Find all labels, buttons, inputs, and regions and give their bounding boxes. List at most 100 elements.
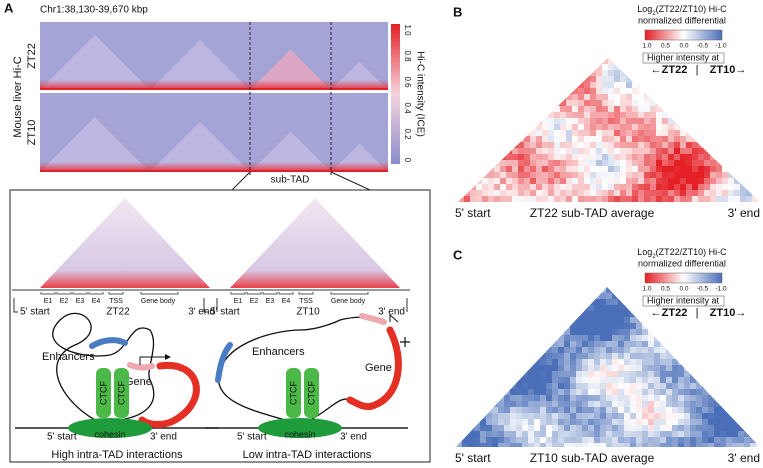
- cell: [540, 419, 547, 426]
- cell: [512, 184, 519, 191]
- cell: [656, 178, 663, 185]
- cell: [746, 154, 753, 161]
- cell: [596, 118, 603, 125]
- cell: [548, 106, 555, 113]
- cell: [564, 329, 571, 336]
- cell: [612, 413, 619, 420]
- cell: [506, 154, 513, 161]
- cell: [620, 64, 627, 71]
- cell: [734, 166, 741, 173]
- cell: [560, 196, 567, 202]
- cell: [732, 389, 739, 396]
- cell: [522, 443, 529, 447]
- cell: [518, 196, 525, 202]
- cell: [636, 437, 643, 444]
- cell: [498, 317, 505, 324]
- cell: [738, 389, 745, 396]
- cell: [618, 293, 625, 300]
- cell: [564, 353, 571, 360]
- cell: [560, 142, 567, 149]
- cell: [630, 329, 637, 336]
- legend-box: [642, 52, 725, 64]
- cell: [720, 443, 727, 447]
- cell: [696, 419, 703, 426]
- cell: [756, 341, 760, 348]
- cell: [692, 142, 699, 149]
- cell: [504, 317, 511, 324]
- cell: [624, 359, 631, 366]
- cell: [750, 317, 757, 324]
- cell: [590, 70, 597, 77]
- inset-box: [9, 189, 431, 463]
- cell: [540, 305, 547, 312]
- cell: [518, 106, 525, 113]
- cell: [722, 196, 729, 202]
- cell: [462, 287, 469, 294]
- cell: [626, 184, 633, 191]
- cell: [462, 383, 469, 390]
- cell: [618, 437, 625, 444]
- cell: [510, 377, 517, 384]
- cell: [602, 106, 609, 113]
- cell: [668, 178, 675, 185]
- cell: [720, 377, 727, 384]
- cell: [678, 323, 685, 330]
- cell: [488, 160, 495, 167]
- cell: [542, 82, 549, 89]
- cell: [536, 172, 543, 179]
- cell: [708, 377, 715, 384]
- cell: [722, 130, 729, 137]
- cell: [752, 124, 759, 131]
- cell: [626, 178, 633, 185]
- cell: [602, 190, 609, 197]
- cell: [702, 317, 709, 324]
- cell: [644, 130, 651, 137]
- cell: [624, 383, 631, 390]
- cell: [546, 413, 553, 420]
- cell: [588, 293, 595, 300]
- cell: [702, 335, 709, 342]
- cell: [750, 401, 757, 408]
- cell: [692, 160, 699, 167]
- cell: [698, 88, 705, 95]
- cell: [560, 178, 567, 185]
- cell: [608, 130, 615, 137]
- cell: [582, 293, 589, 300]
- cell: [686, 166, 693, 173]
- cell: [534, 365, 541, 372]
- cell: [566, 172, 573, 179]
- cell: [672, 347, 679, 354]
- cell: [624, 299, 631, 306]
- cell: [668, 142, 675, 149]
- cell: [536, 142, 543, 149]
- cell: [698, 76, 705, 83]
- cell: [696, 365, 703, 372]
- cell: [462, 401, 469, 408]
- cell: [464, 106, 471, 113]
- cell: [552, 425, 559, 432]
- cell: [558, 395, 565, 402]
- cell: [726, 359, 733, 366]
- cell: [494, 70, 501, 77]
- cell: [636, 407, 643, 414]
- cell: [716, 184, 723, 191]
- cell: [618, 311, 625, 318]
- cell: [506, 106, 513, 113]
- cell: [540, 425, 547, 432]
- cell: [714, 419, 721, 426]
- cell: [672, 329, 679, 336]
- cell: [482, 136, 489, 143]
- cell: [480, 293, 487, 300]
- cell: [590, 94, 597, 101]
- cell: [558, 305, 565, 312]
- cell: [752, 166, 759, 173]
- cell: [488, 166, 495, 173]
- cell: [722, 112, 729, 119]
- cell: [618, 419, 625, 426]
- cell: [560, 154, 567, 161]
- cell: [494, 184, 501, 191]
- cell: [524, 64, 531, 71]
- cell: [602, 166, 609, 173]
- cell: [566, 94, 573, 101]
- cell: [708, 401, 715, 408]
